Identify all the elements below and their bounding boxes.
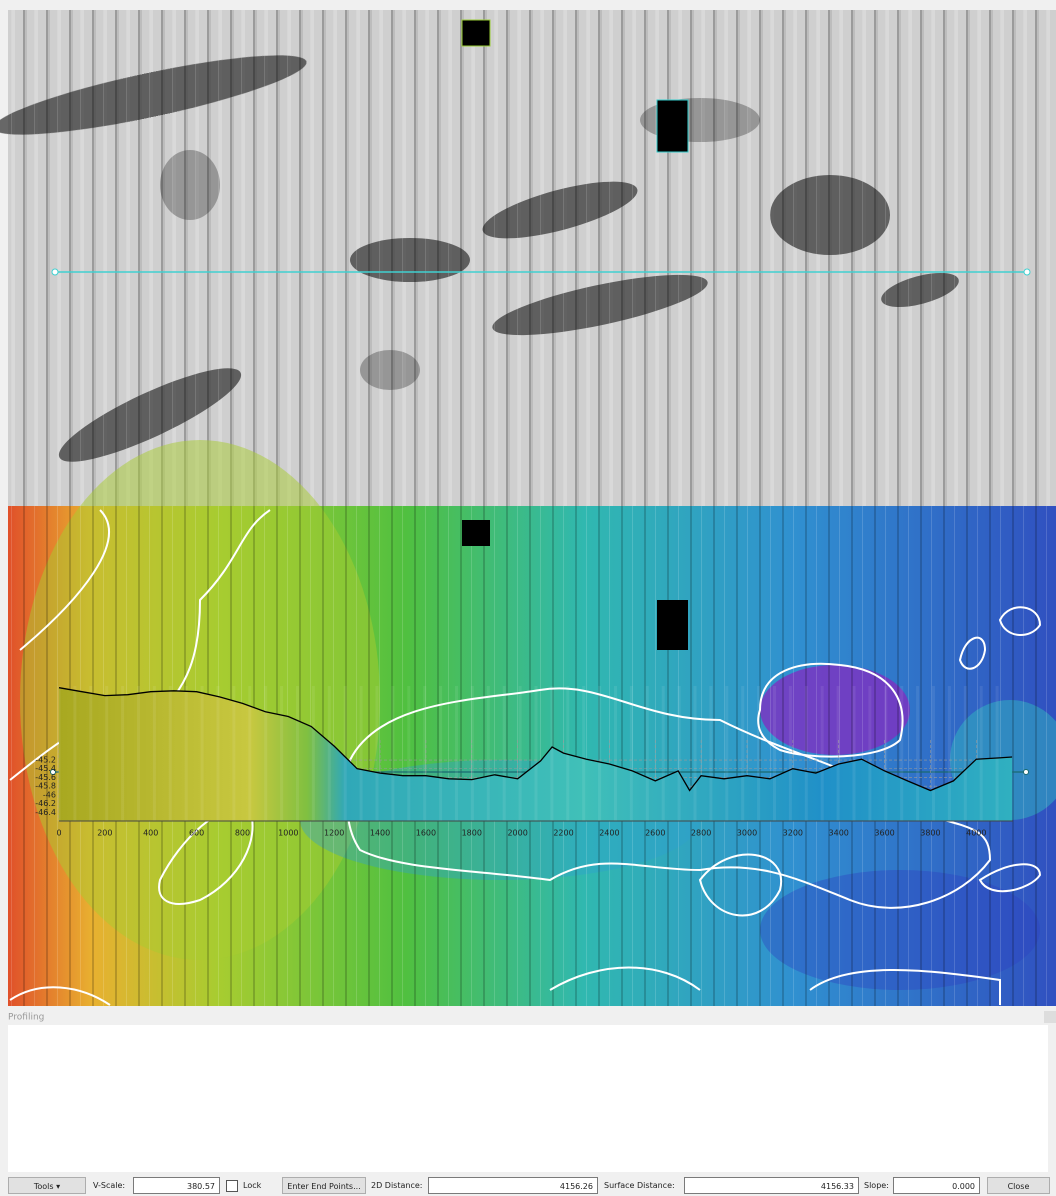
x-tick-label: 2400 [599,829,619,838]
y-tick-label: -46 [43,790,56,799]
nodata-patch [657,600,688,650]
y-tick-label: -45.2 [35,756,56,765]
x-tick-label: 600 [189,829,204,838]
y-tick-label: -46.4 [35,808,56,817]
sidescan-stripes [8,10,1056,506]
x-tick-label: 3200 [783,829,803,838]
viewer: Profiling -45.2-45.4-45.6-45.8-46-46.2-4… [0,0,1056,1172]
x-tick-label: 0 [56,829,61,838]
distance-2d-label: 2D Distance: [371,1177,422,1194]
x-tick-label: 3000 [737,829,757,838]
x-tick-label: 400 [143,829,158,838]
x-tick-label: 200 [97,829,112,838]
nodata-patch [462,20,490,46]
nodata-patch [657,100,688,152]
x-tick-label: 3800 [920,829,940,838]
surface-distance-input[interactable]: 4156.33 [684,1177,859,1194]
y-tick-label: -45.4 [35,764,56,773]
v-scale-label: V-Scale: [93,1177,125,1194]
button-label: Tools [34,1182,54,1191]
chart-background [8,1025,1048,1172]
profile-endpoint[interactable] [1024,770,1029,775]
x-tick-label: 800 [235,829,250,838]
surface-distance-label: Surface Distance: [604,1177,675,1194]
y-tick-label: -46.2 [35,799,56,808]
app-window: Profiling -45.2-45.4-45.6-45.8-46-46.2-4… [0,0,1056,1196]
y-tick-label: -45.6 [35,773,56,782]
x-tick-label: 2800 [691,829,711,838]
x-tick-label: 2200 [553,829,573,838]
lock-label: Lock [243,1177,261,1194]
v-scale-input[interactable]: 380.57 [133,1177,220,1194]
x-tick-label: 1200 [324,829,344,838]
x-tick-label: 3400 [829,829,849,838]
x-tick-label: 1600 [416,829,436,838]
x-tick-label: 2000 [507,829,527,838]
lock-checkbox[interactable] [226,1180,238,1192]
profile-endpoint[interactable] [52,269,58,275]
tools-button[interactable]: Tools ▾ [8,1177,86,1194]
profile-endpoint[interactable] [1024,269,1030,275]
x-tick-label: 1400 [370,829,390,838]
y-tick-label: -45.8 [35,782,56,791]
panel-scrollbar[interactable] [1044,1011,1056,1023]
panel-title: Profiling [8,1013,44,1023]
x-tick-label: 2600 [645,829,665,838]
x-tick-label: 1000 [278,829,298,838]
slope-label: Slope: [864,1177,889,1194]
x-tick-label: 3600 [874,829,894,838]
x-tick-label: 1800 [462,829,482,838]
enter-end-points-button[interactable]: Enter End Points... [282,1177,366,1194]
slope-input[interactable]: 0.000 [893,1177,980,1194]
close-button[interactable]: Close [987,1177,1050,1194]
nodata-patch [462,520,490,546]
distance-2d-input[interactable]: 4156.26 [428,1177,598,1194]
x-tick-label: 4000 [966,829,986,838]
